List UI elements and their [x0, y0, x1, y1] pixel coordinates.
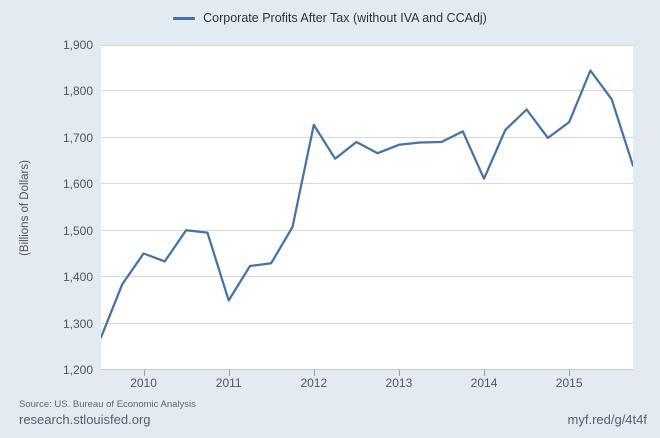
- y-tick-label: 1,800: [62, 84, 93, 99]
- x-tick-label: 2011: [215, 376, 242, 390]
- legend-label: Corporate Profits After Tax (without IVA…: [203, 11, 487, 25]
- y-tick-label: 1,500: [62, 223, 93, 238]
- site-link[interactable]: research.stlouisfed.org: [19, 412, 151, 427]
- line-chart-svg: [101, 45, 633, 376]
- source-text: Source: US. Bureau of Economic Analysis: [19, 399, 196, 410]
- y-axis-title: (Billions of Dollars): [19, 160, 31, 256]
- data-line-series: [101, 69, 633, 339]
- y-tick-label: 1,400: [62, 270, 93, 285]
- x-tick-label: 2013: [385, 376, 413, 390]
- y-tick-label: 1,300: [62, 316, 93, 331]
- y-tick-label: 1,200: [62, 363, 93, 377]
- x-tick-label: 2015: [555, 376, 583, 390]
- short-url-link[interactable]: myf.red/g/4t4f: [567, 412, 647, 427]
- plot-area: [101, 45, 633, 378]
- y-tick-label: 1,900: [62, 38, 93, 52]
- y-tick-label: 1,600: [62, 177, 93, 192]
- legend-line-marker: [173, 16, 196, 20]
- x-tick-label: 2014: [470, 376, 498, 390]
- plot-background: [101, 45, 633, 370]
- legend: Corporate Profits After Tax (without IVA…: [0, 11, 660, 25]
- footer-links: research.stlouisfed.org myf.red/g/4t4f: [19, 412, 647, 427]
- y-tick-label: 1,700: [62, 130, 93, 145]
- x-tick-label: 2010: [130, 376, 157, 390]
- x-tick-label: 2012: [300, 376, 328, 390]
